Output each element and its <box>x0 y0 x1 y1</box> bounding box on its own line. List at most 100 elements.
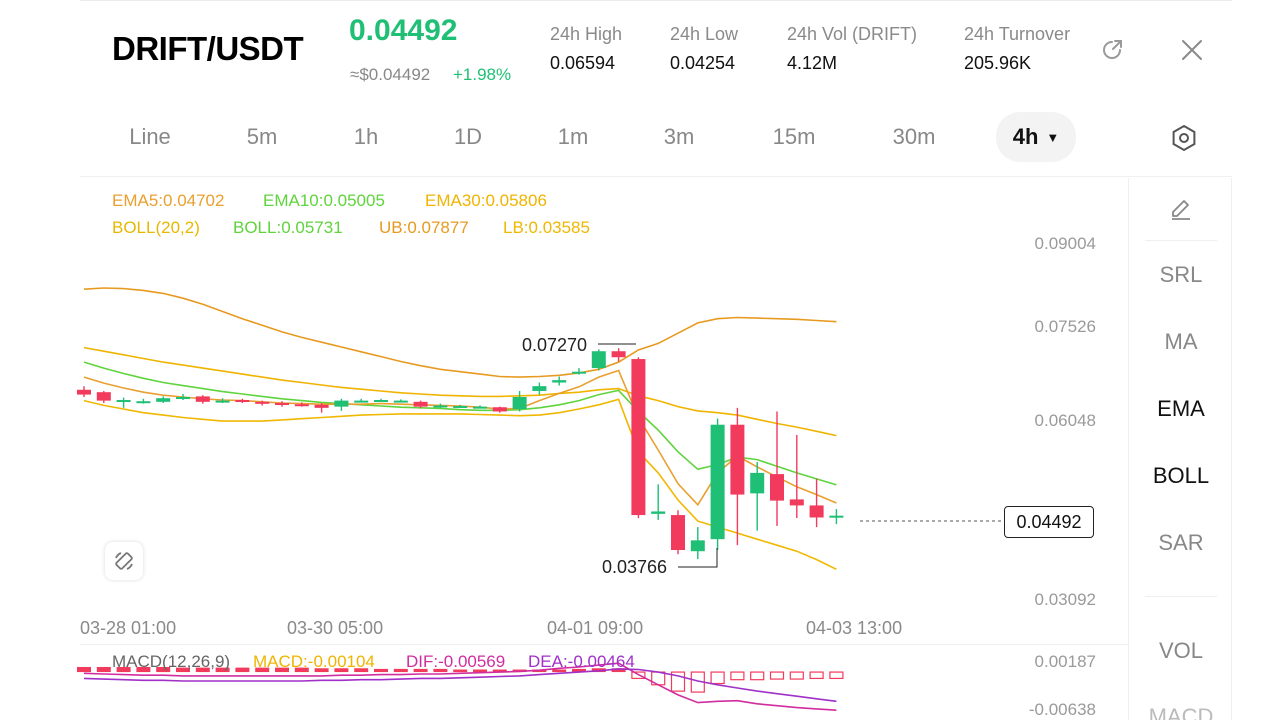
candle-body <box>215 400 230 403</box>
candle-body <box>116 400 131 403</box>
macd-histogram-bar <box>611 668 626 673</box>
candle-body <box>730 424 745 495</box>
price-axis-label: 0.09004 <box>1034 234 1096 253</box>
macd-histogram-bar <box>136 666 151 673</box>
macd-histogram-bar <box>374 668 388 673</box>
macd-histogram-bar <box>552 669 567 673</box>
tab-3m[interactable]: 3m <box>663 124 695 149</box>
macd-histogram-bar <box>453 669 468 673</box>
candle-body <box>255 401 270 404</box>
side-item-ma[interactable]: MA <box>1164 329 1198 354</box>
side-item-vol[interactable]: VOL <box>1158 638 1204 663</box>
legend-ub: UB:0.07877 <box>379 218 469 237</box>
price-axis-label: 0.06048 <box>1034 411 1096 430</box>
stat-24h-turnover: 24h Turnover 205.96K <box>964 24 1084 74</box>
macd-histogram-bar <box>631 671 646 680</box>
macd-histogram-bar <box>156 666 171 673</box>
candle-body <box>453 406 468 409</box>
candle-body <box>275 403 289 406</box>
stat-24h-high: 24h High 0.06594 <box>550 24 622 74</box>
time-axis-label: 04-01 09:00 <box>547 618 644 638</box>
candle-body <box>354 400 369 403</box>
last-price: 0.04492 <box>349 14 458 47</box>
macd-histogram-bar <box>314 668 329 673</box>
candle-body <box>473 406 487 409</box>
tab-5m[interactable]: 5m <box>246 124 278 149</box>
side-item-boll[interactable]: BOLL <box>1152 463 1210 488</box>
rotate-icon <box>115 552 133 570</box>
macd-histogram-bar <box>750 671 765 681</box>
candlestick-chart[interactable] <box>0 0 1128 720</box>
candle-body <box>176 397 190 400</box>
side-item-sar[interactable]: SAR <box>1158 530 1204 555</box>
macd-dif-line <box>83 662 837 711</box>
side-divider <box>1145 596 1217 597</box>
tab-1h[interactable]: 1h <box>353 124 379 149</box>
side-divider <box>1145 240 1217 241</box>
macd-histogram-bar <box>710 671 725 685</box>
candle-body <box>294 404 309 407</box>
time-axis-label: 04-03 13:00 <box>806 618 903 638</box>
pair-title: DRIFT/USDT <box>112 30 304 67</box>
stat-value: 0.06594 <box>550 53 616 73</box>
candle-body <box>829 515 844 518</box>
macd-divider <box>80 644 1128 645</box>
macd-histogram-bar <box>492 669 507 673</box>
stat-value: 205.96K <box>964 53 1032 73</box>
candle-body <box>631 359 646 516</box>
stat-value: 0.04254 <box>670 53 736 73</box>
macd-histogram-bar <box>809 671 824 680</box>
macd-histogram-bar <box>393 668 408 673</box>
macd-histogram-bar <box>116 666 131 673</box>
macd-histogram-bar <box>255 667 270 673</box>
candle-body <box>235 400 250 403</box>
macd-dea-line <box>83 668 837 703</box>
pencil-icon[interactable] <box>1165 194 1197 226</box>
tab-4h-dropdown[interactable]: 4h ▼ <box>996 112 1076 162</box>
tab-30m[interactable]: 30m <box>892 124 936 149</box>
tab-line[interactable]: Line <box>129 124 171 149</box>
macd-histogram-bar <box>730 671 745 681</box>
price-axis-label: 0.07526 <box>1034 317 1096 336</box>
legend-ema5: EMA5:0.04702 <box>112 191 225 210</box>
share-icon[interactable] <box>1096 34 1128 66</box>
side-item-ema[interactable]: EMA <box>1157 396 1205 421</box>
tab-15m[interactable]: 15m <box>772 124 816 149</box>
candle-body <box>136 401 151 404</box>
candle-body <box>572 371 586 374</box>
side-item-macd[interactable]: MACD <box>1148 704 1214 720</box>
candle-body <box>552 380 567 383</box>
tab-1d[interactable]: 1D <box>453 124 483 149</box>
time-axis-label: 03-30 05:00 <box>287 618 384 638</box>
stat-label: 24h High <box>550 24 623 44</box>
candle-body <box>671 515 685 551</box>
stat-24h-low: 24h Low 0.04254 <box>670 24 738 74</box>
macd-histogram-bar <box>235 667 250 673</box>
interval-tabs: Line 5m 1h 1D 1m 3m 15m 30m 4h ▼ <box>80 112 1232 164</box>
ticker-header: DRIFT/USDT 0.04492 ≈$0.04492 +1.98% 24h … <box>0 0 1280 100</box>
candle-body <box>690 540 705 552</box>
caret-down-icon: ▼ <box>1046 129 1060 145</box>
macd-histogram-bar <box>215 667 230 673</box>
macd-histogram-bar <box>789 671 804 680</box>
boll-upper-band-line <box>83 287 837 378</box>
legend-boll-mid: BOLL:0.05731 <box>233 218 343 237</box>
candle-body <box>492 407 507 412</box>
macd-histogram-bar <box>433 668 448 673</box>
rotate-screen-button[interactable] <box>105 542 143 580</box>
candle-body <box>77 389 91 395</box>
tab-1m[interactable]: 1m <box>557 124 589 149</box>
time-axis-label: 03-28 01:00 <box>80 618 177 638</box>
tabs-divider <box>80 176 1232 177</box>
side-item-srl[interactable]: SRL <box>1159 262 1203 287</box>
candle-body <box>591 351 606 369</box>
close-icon[interactable] <box>1176 34 1208 66</box>
current-price-tag: 0.04492 <box>1004 506 1094 538</box>
settings-hexagon-icon[interactable] <box>1168 122 1200 154</box>
macd-histogram-bar <box>334 668 349 673</box>
stat-value: 4.12M <box>787 53 838 73</box>
candle-body <box>195 396 210 402</box>
candle-body <box>651 511 666 514</box>
macd-legend-dea: DEA:-0.00464 <box>528 652 635 671</box>
candle-body <box>334 400 349 407</box>
